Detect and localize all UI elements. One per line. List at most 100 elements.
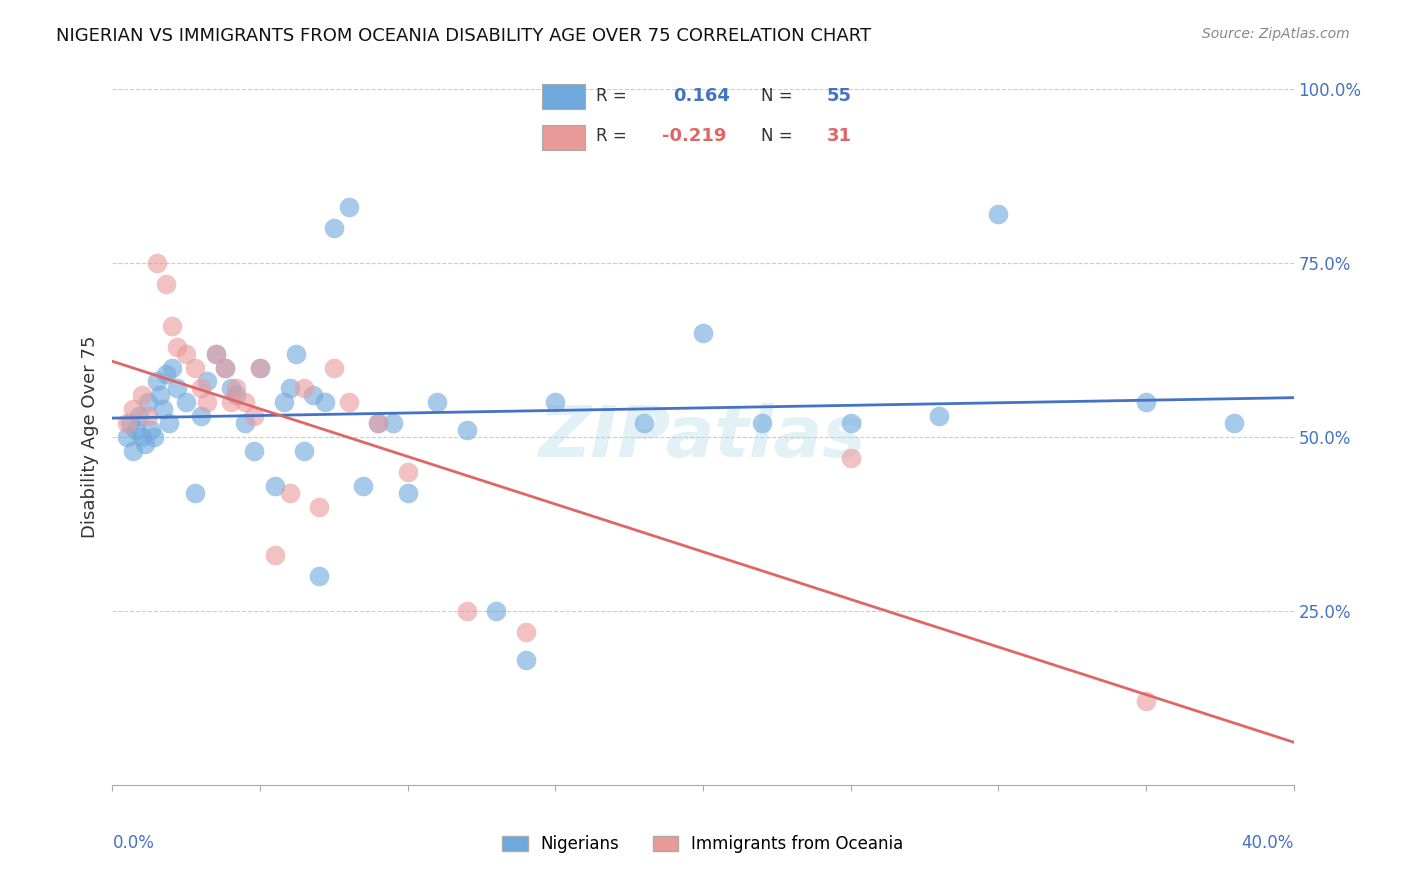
Point [692, 326, 714, 340]
Point [122, 444, 145, 458]
Y-axis label: Disability Age Over 75: Disability Age Over 75 [80, 335, 98, 539]
Point [142, 430, 165, 444]
Point [367, 416, 389, 430]
Point [249, 360, 271, 375]
Point [166, 381, 188, 395]
Point [122, 402, 145, 417]
Text: ZIPatlas: ZIPatlas [540, 402, 866, 472]
Point [839, 416, 862, 430]
Point [987, 207, 1010, 221]
Point [323, 360, 346, 375]
Point [323, 221, 346, 235]
Point [278, 381, 301, 395]
Point [284, 346, 307, 360]
Text: N =: N = [761, 128, 793, 145]
Text: N =: N = [761, 87, 793, 105]
Point [1135, 694, 1157, 708]
Point [314, 395, 336, 409]
Point [382, 416, 405, 430]
Text: 31: 31 [827, 128, 852, 145]
Point [633, 416, 655, 430]
Point [152, 402, 174, 417]
Point [219, 381, 242, 395]
Point [367, 416, 389, 430]
Text: 40.0%: 40.0% [1241, 834, 1294, 852]
Point [264, 549, 287, 563]
Point [214, 360, 236, 375]
Point [515, 624, 537, 639]
Point [146, 375, 169, 389]
Text: 0.0%: 0.0% [112, 834, 155, 852]
Point [456, 604, 478, 618]
Point [243, 444, 266, 458]
Point [190, 409, 212, 424]
Point [117, 416, 138, 430]
Point [219, 395, 242, 409]
Point [174, 346, 197, 360]
Point [426, 395, 449, 409]
Point [928, 409, 950, 424]
Point [273, 395, 295, 409]
Point [139, 423, 162, 437]
Point [292, 381, 315, 395]
Point [190, 381, 212, 395]
Point [233, 395, 256, 409]
Legend: Nigerians, Immigrants from Oceania: Nigerians, Immigrants from Oceania [496, 829, 910, 860]
Point [205, 346, 228, 360]
Point [184, 360, 207, 375]
Text: 0.164: 0.164 [673, 87, 730, 105]
Point [544, 395, 567, 409]
Point [155, 368, 177, 382]
Point [125, 423, 148, 437]
Point [352, 479, 374, 493]
Point [214, 360, 236, 375]
Point [515, 653, 537, 667]
Point [1223, 416, 1246, 430]
Point [302, 388, 325, 402]
Point [396, 485, 419, 500]
Point [120, 416, 142, 430]
Point [157, 416, 180, 430]
Point [149, 388, 172, 402]
Text: -0.219: -0.219 [662, 128, 727, 145]
Point [308, 500, 330, 514]
Text: R =: R = [596, 87, 627, 105]
Point [184, 485, 207, 500]
Point [131, 430, 153, 444]
Point [205, 346, 228, 360]
Point [131, 388, 153, 402]
Point [146, 256, 169, 270]
Point [337, 201, 360, 215]
Point [225, 388, 247, 402]
Point [1135, 395, 1157, 409]
Point [249, 360, 271, 375]
Point [278, 485, 301, 500]
Point [337, 395, 360, 409]
Point [456, 423, 478, 437]
Point [485, 604, 508, 618]
FancyBboxPatch shape [541, 84, 585, 109]
Point [136, 395, 159, 409]
Point [264, 479, 287, 493]
Point [839, 450, 862, 465]
Point [195, 395, 218, 409]
Point [751, 416, 773, 430]
Point [136, 409, 159, 424]
Point [292, 444, 315, 458]
Point [195, 375, 218, 389]
Text: NIGERIAN VS IMMIGRANTS FROM OCEANIA DISABILITY AGE OVER 75 CORRELATION CHART: NIGERIAN VS IMMIGRANTS FROM OCEANIA DISA… [56, 27, 872, 45]
Point [243, 409, 266, 424]
Point [225, 381, 247, 395]
Point [166, 340, 188, 354]
Point [134, 437, 156, 451]
Point [155, 277, 177, 291]
Text: Source: ZipAtlas.com: Source: ZipAtlas.com [1202, 27, 1350, 41]
Point [160, 360, 183, 375]
Text: 55: 55 [827, 87, 852, 105]
Text: R =: R = [596, 128, 627, 145]
Point [396, 465, 419, 479]
Point [128, 409, 150, 424]
Point [174, 395, 197, 409]
FancyBboxPatch shape [541, 125, 585, 150]
Point [160, 318, 183, 333]
